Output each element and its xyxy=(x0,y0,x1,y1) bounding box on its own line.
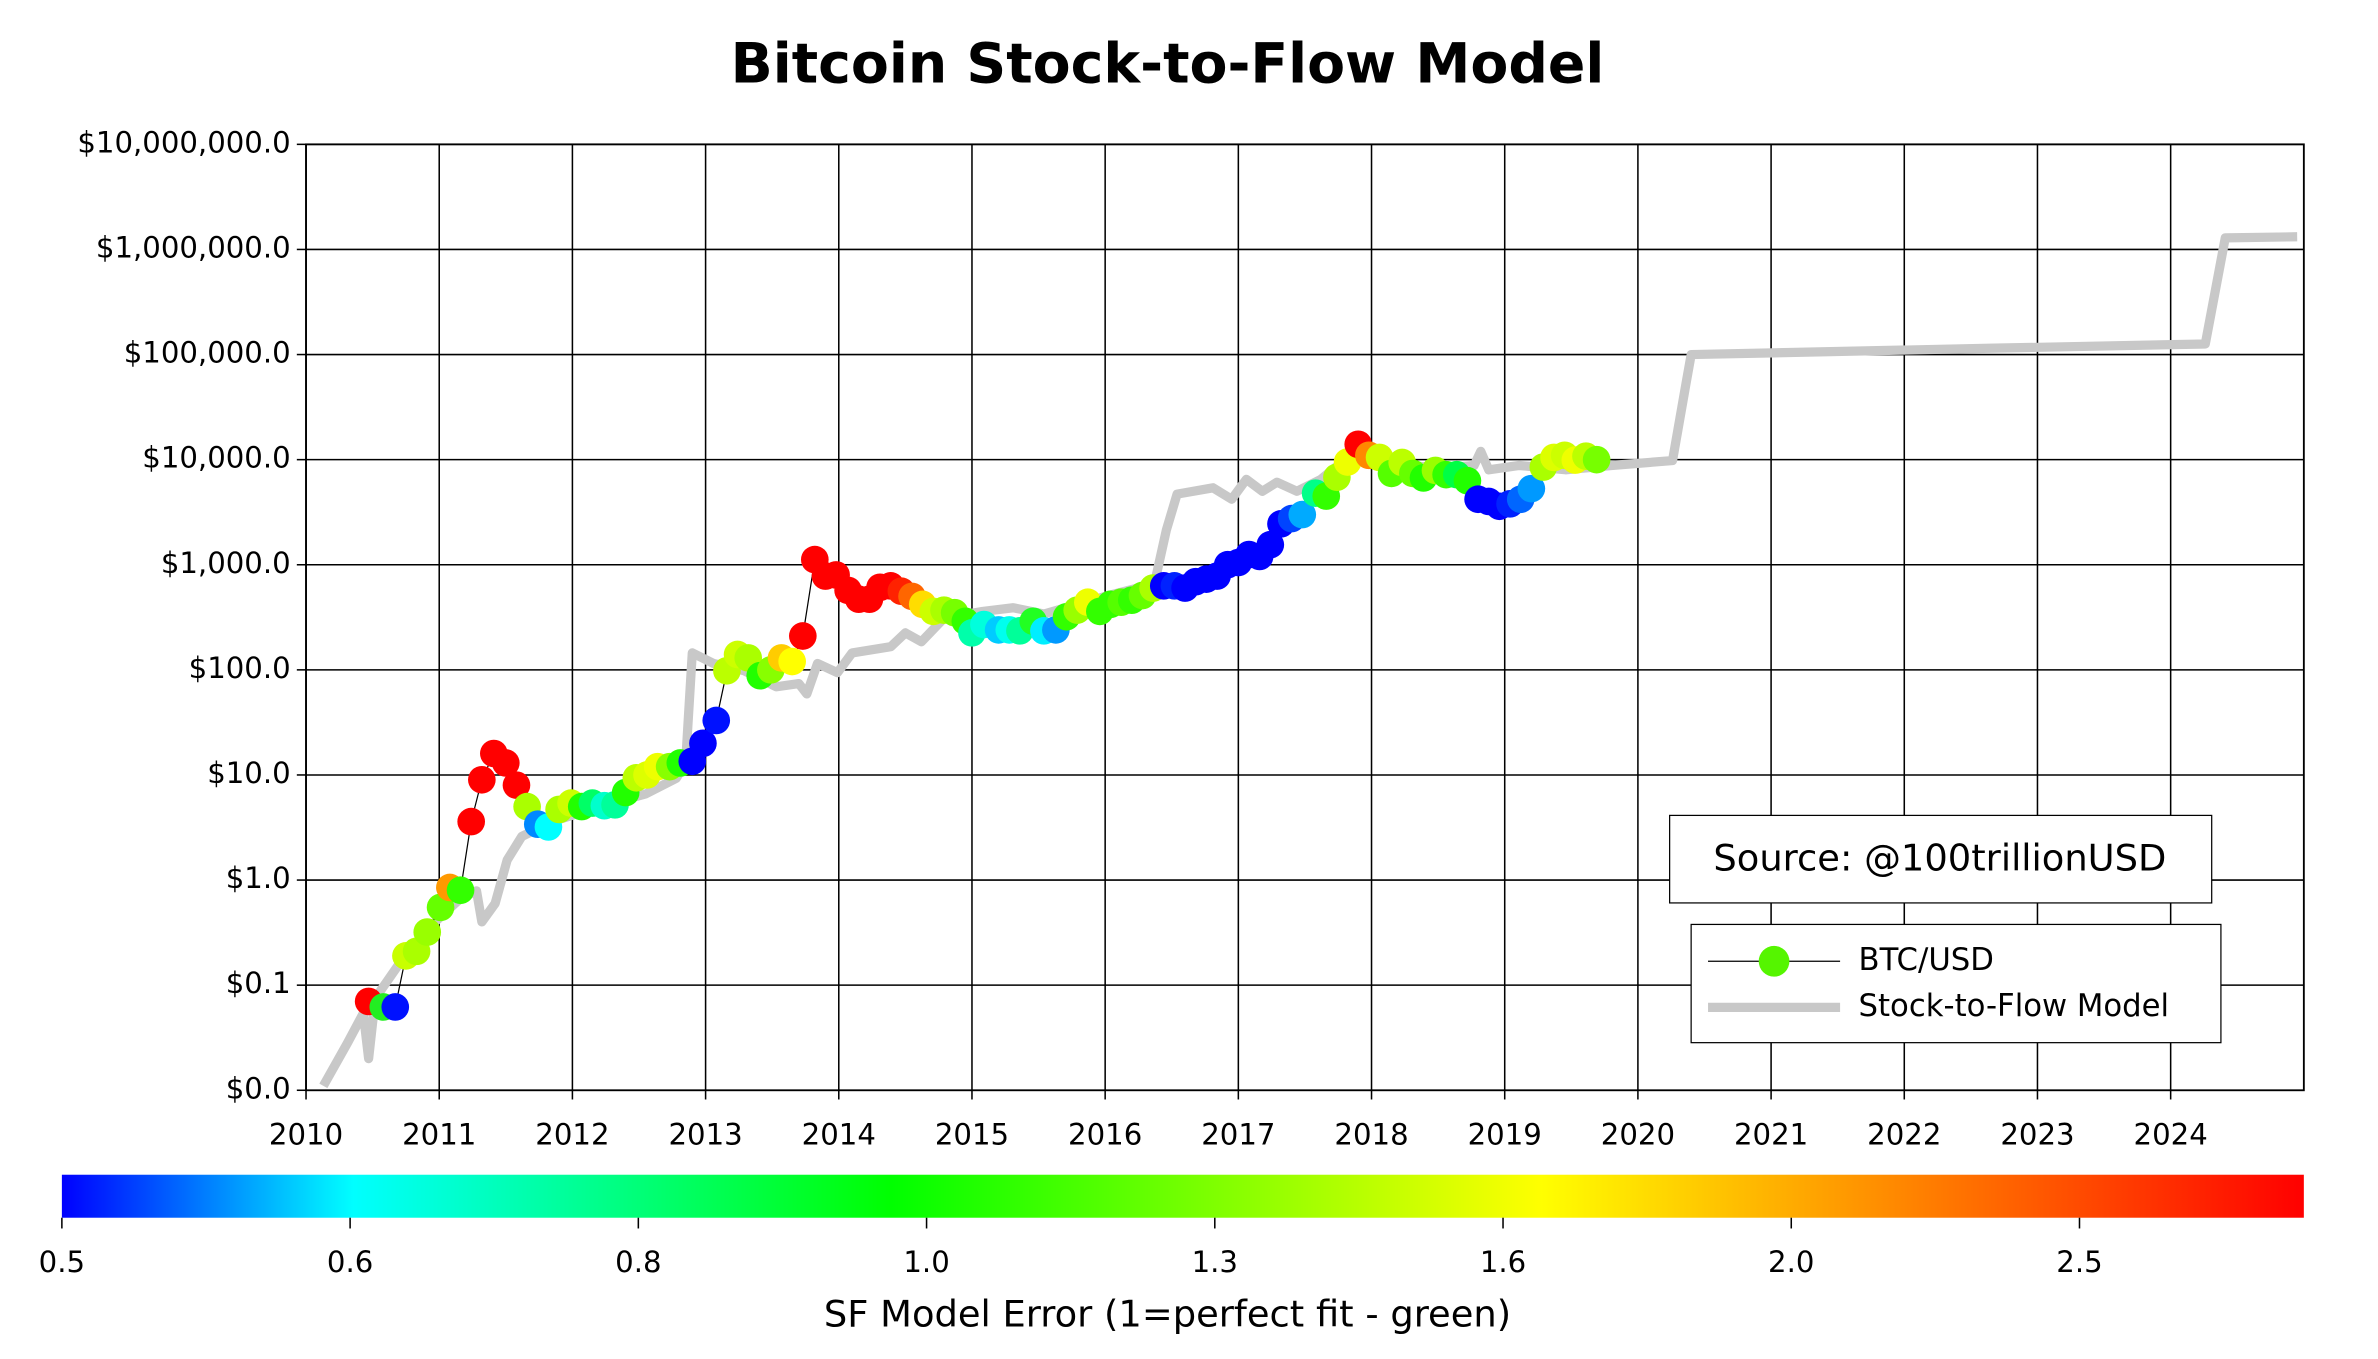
colorbar-tick-label: 1.0 xyxy=(903,1245,949,1279)
y-tick-label: $10,000.0 xyxy=(142,441,290,475)
x-tick-label: 2024 xyxy=(2134,1117,2208,1151)
colorbar-tick-label: 1.3 xyxy=(1192,1245,1238,1279)
x-tick-label: 2012 xyxy=(535,1117,609,1151)
price-point xyxy=(1288,500,1317,529)
colorbar-tick-label: 0.6 xyxy=(327,1245,373,1279)
y-tick-label: $100,000.0 xyxy=(124,336,291,370)
plot-frame xyxy=(305,143,2305,1092)
x-tick-label: 2021 xyxy=(1734,1117,1808,1151)
legend-box xyxy=(1690,923,2222,1044)
price-point xyxy=(702,706,731,735)
x-tick-label: 2015 xyxy=(935,1117,1009,1151)
x-tick-label: 2017 xyxy=(1201,1117,1275,1151)
chart-title: Bitcoin Stock-to-Flow Model xyxy=(731,33,1605,97)
colorbar-tick-label: 2.5 xyxy=(2056,1245,2102,1279)
price-point xyxy=(457,807,486,836)
price-point xyxy=(446,876,475,905)
price-point xyxy=(491,749,520,777)
x-tick-label: 2011 xyxy=(402,1117,476,1151)
y-tick-label: $0.0 xyxy=(226,1071,291,1105)
x-tick-label: 2018 xyxy=(1334,1117,1408,1151)
x-tick-label: 2019 xyxy=(1468,1117,1542,1151)
x-tick-label: 2013 xyxy=(668,1117,742,1151)
price-line xyxy=(368,443,1597,1008)
x-tick-label: 2022 xyxy=(1867,1117,1941,1151)
colorbar-tick-label: 2.0 xyxy=(1768,1245,1814,1279)
price-point xyxy=(689,729,717,758)
colorbar-tick-label: 1.6 xyxy=(1480,1245,1526,1279)
price-point xyxy=(381,993,410,1021)
colorbar-tick-label: 0.8 xyxy=(615,1245,661,1279)
y-tick-label: $100.0 xyxy=(189,651,291,685)
price-point xyxy=(789,622,817,650)
price-point xyxy=(1582,445,1611,474)
price-point xyxy=(1517,474,1546,503)
y-tick-label: $1,000,000.0 xyxy=(96,230,291,264)
legend-label: Stock-to-Flow Model xyxy=(1859,988,2170,1024)
legend-marker xyxy=(1758,945,1790,977)
price-point xyxy=(502,771,531,799)
colorbar-tick-label: 0.5 xyxy=(39,1245,85,1279)
y-tick-label: $10.0 xyxy=(207,756,290,790)
source-annotation: Source: @100trillionUSD xyxy=(1713,836,2166,879)
price-point xyxy=(778,647,806,676)
y-tick-label: $1.0 xyxy=(226,861,291,895)
price-point xyxy=(468,765,496,794)
x-tick-label: 2020 xyxy=(1601,1117,1675,1151)
annotation-box xyxy=(1669,814,2213,904)
y-tick-label: $1,000.0 xyxy=(161,546,291,580)
price-point xyxy=(413,918,442,946)
x-tick-label: 2014 xyxy=(802,1117,876,1151)
y-tick-label: $10,000,000.0 xyxy=(77,125,290,159)
price-point xyxy=(1256,530,1285,559)
x-tick-label: 2023 xyxy=(2000,1117,2074,1151)
x-tick-label: 2016 xyxy=(1068,1117,1142,1151)
marks xyxy=(319,232,2298,1089)
colorbar xyxy=(61,1174,2304,1218)
plot-area: $10,000,000.0 $1,000,000.0 $100,000.0 $10,0… xyxy=(77,125,2305,1151)
x-tick-label: 2010 xyxy=(269,1117,343,1151)
legend-label: BTC/USD xyxy=(1859,942,1994,978)
y-tick-label: $0.1 xyxy=(226,966,291,1000)
colorbar-label: SF Model Error (1=perfect fit - green) xyxy=(824,1293,1511,1336)
